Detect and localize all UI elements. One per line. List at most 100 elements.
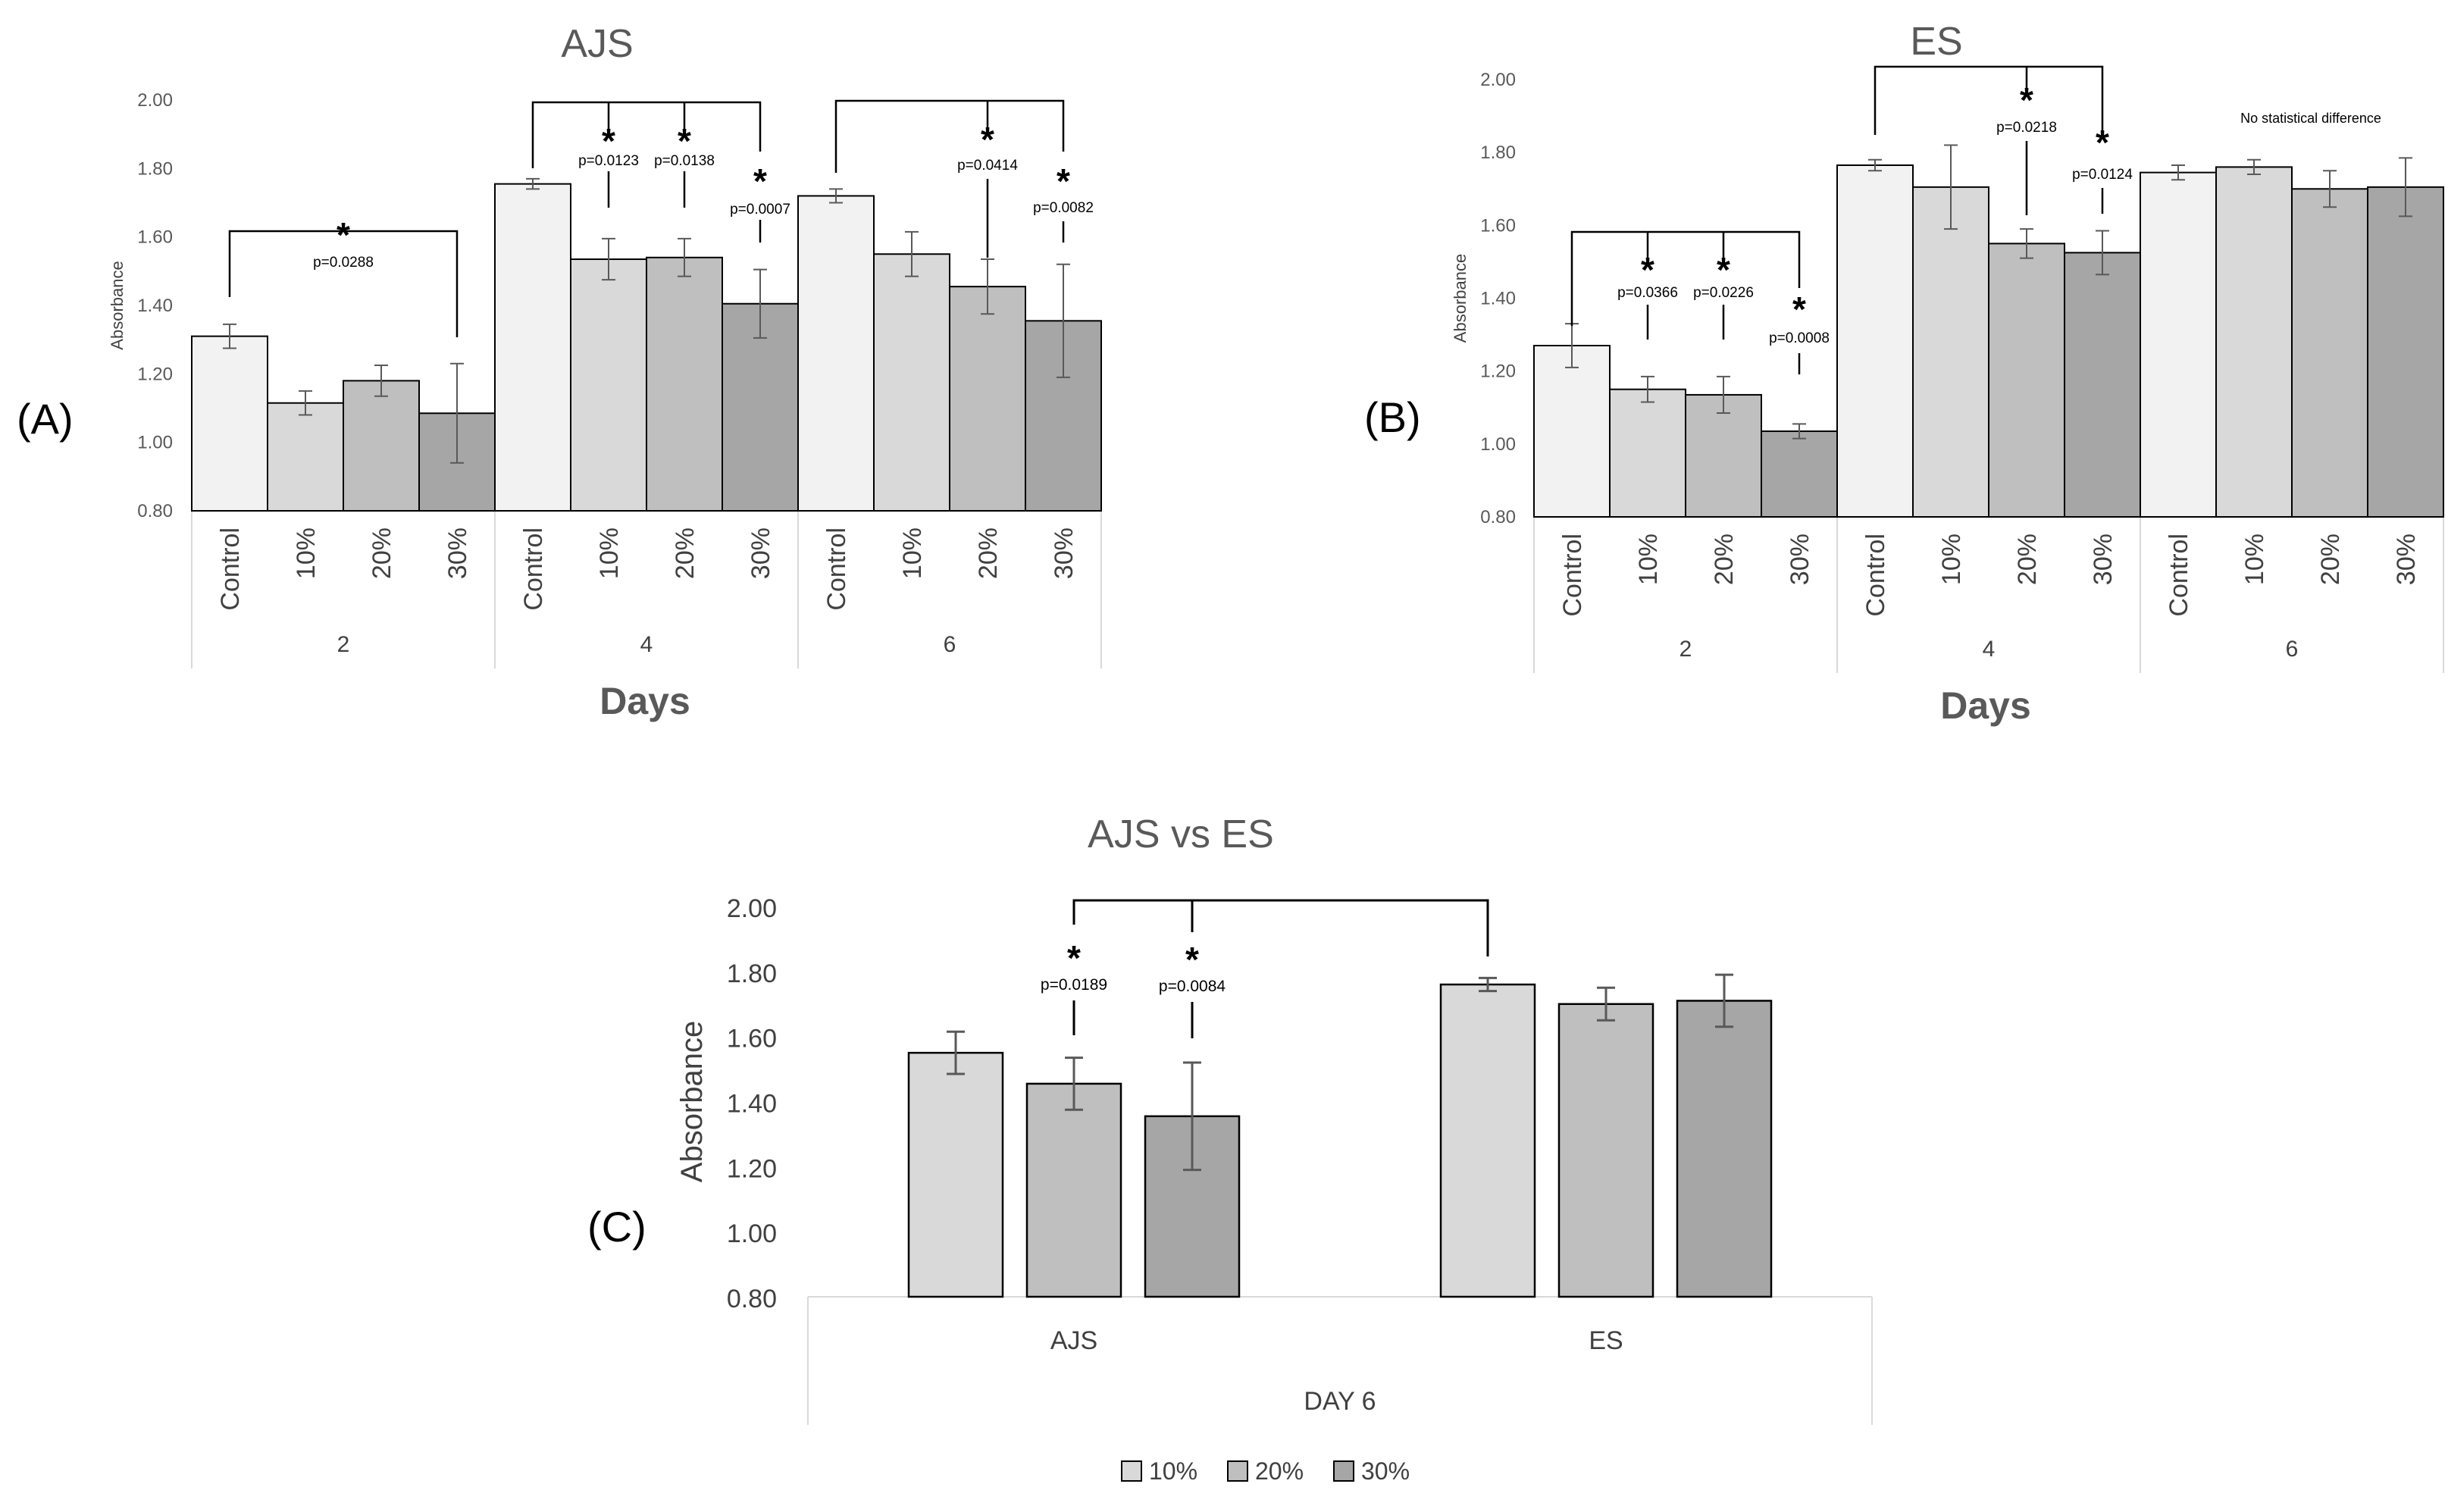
panel-label: (A) — [17, 395, 74, 443]
legend-label: 20% — [1255, 1457, 1304, 1485]
bar — [1557, 1003, 1654, 1298]
significance-star: * — [1717, 250, 1730, 290]
legend: 10% 20% 30% — [1121, 1457, 1410, 1485]
p-value: p=0.0138 — [654, 153, 715, 169]
chart-title: AJS — [561, 22, 633, 66]
x-axis-title: Days — [599, 680, 690, 722]
y-tick-label: 1.00 — [137, 433, 173, 453]
group-label: 6 — [2286, 637, 2299, 662]
category-label: 20% — [974, 527, 1003, 579]
bar — [191, 335, 268, 512]
category-label: 10% — [898, 527, 927, 579]
bar — [1676, 1000, 1773, 1298]
legend-label: 10% — [1149, 1457, 1197, 1485]
panel-label: (C) — [587, 1203, 646, 1251]
bar — [1761, 430, 1838, 518]
category-label: 30% — [443, 527, 472, 579]
p-value: p=0.0007 — [730, 202, 790, 218]
bar — [873, 253, 950, 512]
bar — [1439, 983, 1536, 1298]
y-axis-label: Absorbance — [108, 261, 127, 349]
significance-star: * — [981, 120, 994, 159]
y-tick-label: 1.40 — [137, 296, 173, 316]
category-label: 30% — [2392, 534, 2421, 585]
significance-bracket — [228, 230, 459, 337]
y-tick-label: 2.00 — [1480, 70, 1516, 90]
category-label: 30% — [747, 527, 775, 579]
y-tick-label: 0.80 — [1480, 507, 1516, 527]
panel-a: AJS (A) Absorbance 0.80 1.00 1.20 1.40 1.60 1.80… — [17, 22, 1102, 722]
category-label: 10% — [1937, 534, 1966, 585]
y-tick-label: 1.60 — [137, 227, 173, 248]
p-value: p=0.0366 — [1617, 285, 1678, 301]
bar — [1912, 186, 1989, 518]
category-label: 10% — [595, 527, 624, 579]
panel-c: AJS vs ES (C) Absorbance 0.80 1.00 1.20 1.40 1.… — [587, 812, 1873, 1485]
significance-star: * — [2096, 123, 2109, 162]
x-axis-title: Days — [1940, 684, 2031, 727]
p-value: p=0.0288 — [313, 255, 374, 271]
significance-star: * — [1641, 250, 1654, 290]
category-label: 20% — [2316, 534, 2345, 585]
y-tick-label: 1.20 — [1480, 362, 1516, 382]
y-tick-label: 1.00 — [1480, 434, 1516, 455]
bar — [570, 258, 647, 512]
y-axis-label: Absorbance — [1451, 254, 1470, 343]
bar — [1988, 243, 2065, 518]
category-label: Control — [1861, 534, 1890, 617]
y-tick-label: 1.60 — [1480, 215, 1516, 236]
category-label: 30% — [1050, 527, 1078, 579]
category-label: Control — [1558, 534, 1587, 617]
y-tick-label: 1.60 — [727, 1025, 777, 1053]
category-label: Control — [519, 527, 548, 611]
group-label: 2 — [337, 632, 350, 657]
bar — [2064, 252, 2141, 518]
bar — [2367, 186, 2444, 518]
y-tick-label: 1.40 — [1480, 289, 1516, 309]
bar — [907, 1051, 1004, 1298]
category-label: ES — [1589, 1326, 1623, 1355]
p-value: p=0.0218 — [1996, 120, 2057, 136]
bar — [2291, 188, 2368, 518]
category-label: AJS — [1050, 1326, 1097, 1355]
category-label: 10% — [292, 527, 321, 579]
bar — [2140, 171, 2217, 518]
category-label: 30% — [2089, 534, 2118, 585]
significance-star: * — [602, 121, 615, 161]
bar — [797, 195, 875, 512]
bar — [1836, 164, 1914, 518]
p-value: p=0.0123 — [578, 153, 639, 169]
p-value: p=0.0084 — [1159, 978, 1226, 995]
y-tick-label: 2.00 — [137, 90, 173, 111]
significance-bracket — [1874, 65, 2104, 135]
category-label: 10% — [2240, 534, 2269, 585]
significance-star: * — [678, 121, 691, 161]
bar — [2215, 166, 2293, 518]
panel-label: (B) — [1364, 393, 1421, 441]
group-label: 6 — [944, 632, 956, 657]
legend-swatch — [1121, 1460, 1142, 1482]
bar — [494, 183, 571, 512]
p-value: p=0.0082 — [1033, 200, 1094, 216]
legend-label: 30% — [1361, 1457, 1410, 1485]
bar — [646, 256, 723, 512]
significance-star: * — [1057, 161, 1070, 201]
category-label: 20% — [2013, 534, 2042, 585]
significance-bracket — [1570, 230, 1801, 326]
y-tick-label: 0.80 — [137, 501, 173, 521]
group-label: 4 — [640, 632, 653, 657]
y-tick-label: 1.20 — [727, 1154, 777, 1183]
panel-b: ES (B) Absorbance 0.80 1.00 1.20 1.40 1.60 1.80 2… — [1364, 20, 2444, 727]
significance-bracket — [834, 99, 1065, 173]
y-tick-label: 1.40 — [727, 1090, 777, 1119]
significance-star: * — [337, 215, 350, 255]
y-tick-label: 1.80 — [137, 158, 173, 179]
y-tick-label: 1.80 — [1480, 142, 1516, 163]
bar — [1025, 1082, 1122, 1298]
significance-bracket — [531, 101, 762, 168]
legend-swatch — [1227, 1460, 1248, 1482]
bar — [1685, 393, 1762, 518]
significance-star: * — [1792, 290, 1806, 329]
y-axis-label: Absorbance — [675, 1021, 709, 1182]
